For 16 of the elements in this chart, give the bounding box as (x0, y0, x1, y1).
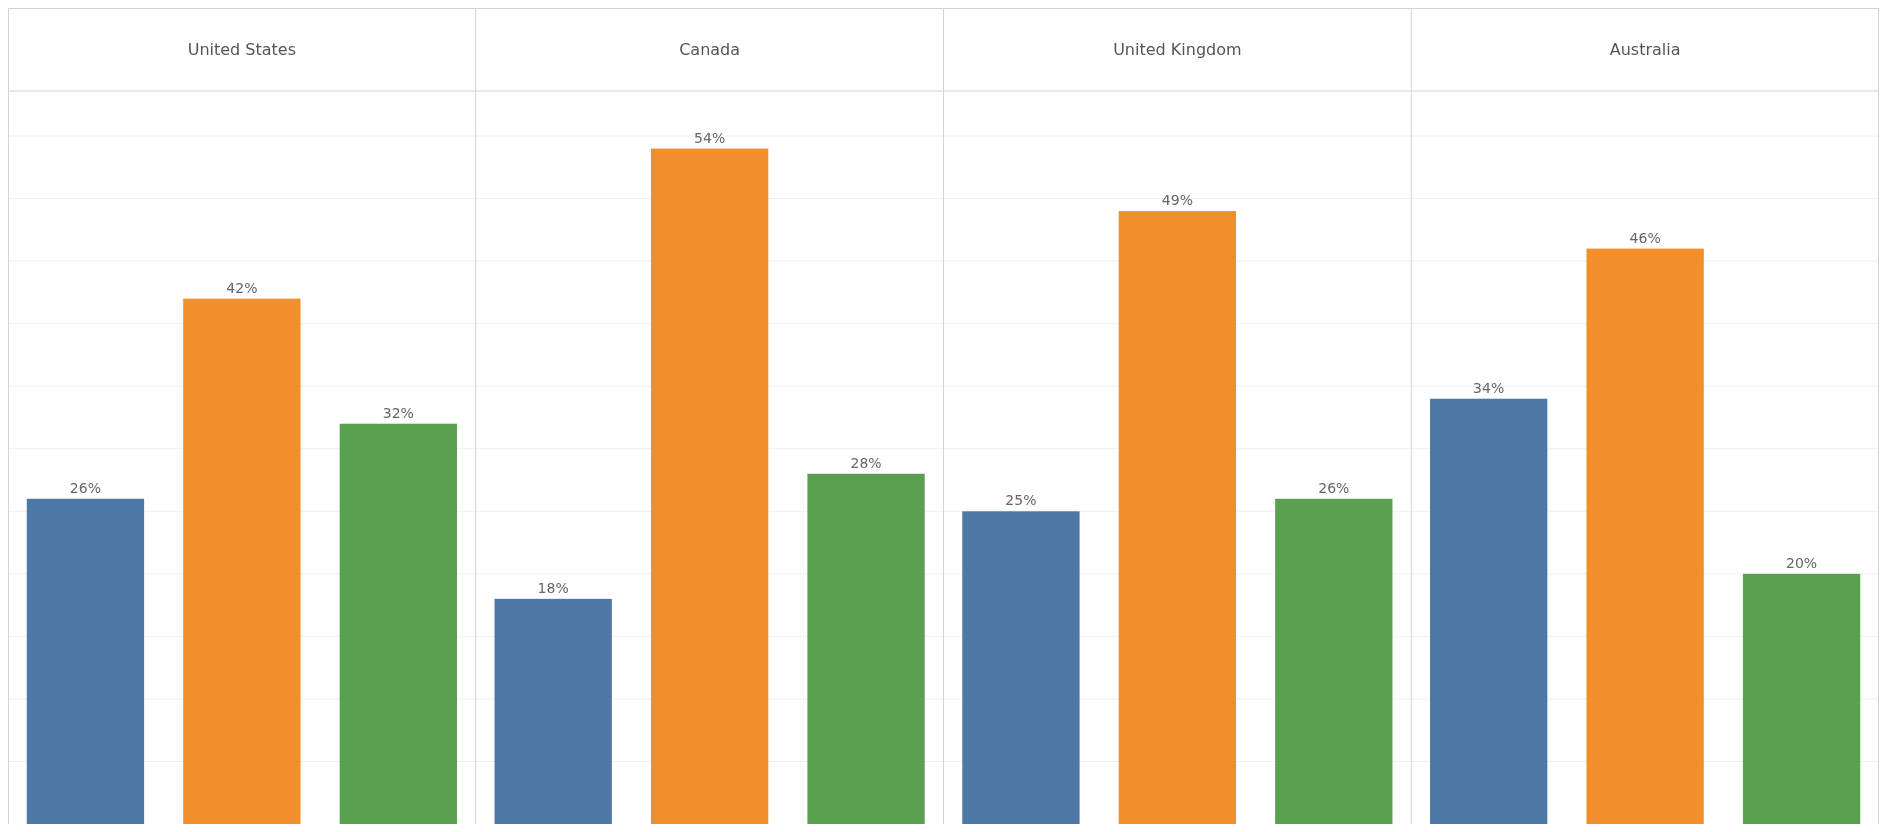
data-label: 26% (1318, 479, 1350, 496)
data-label: 28% (850, 454, 882, 471)
data-label: 18% (537, 579, 569, 596)
data-label: 42% (226, 279, 258, 296)
chart-title: United Kingdom (1113, 40, 1242, 60)
data-label: 32% (382, 404, 414, 421)
data-label: 46% (1629, 229, 1661, 246)
data-label: 34% (1473, 379, 1505, 396)
data-label: 25% (1005, 492, 1037, 509)
data-label: 49% (1161, 192, 1193, 209)
data-label: 20% (1786, 554, 1818, 571)
data-label: 26% (69, 479, 101, 496)
chart-title: Canada (679, 40, 741, 60)
chart-title: United States (187, 40, 297, 60)
chart-title: Australia (1609, 40, 1681, 60)
data-label: 54% (694, 129, 726, 146)
